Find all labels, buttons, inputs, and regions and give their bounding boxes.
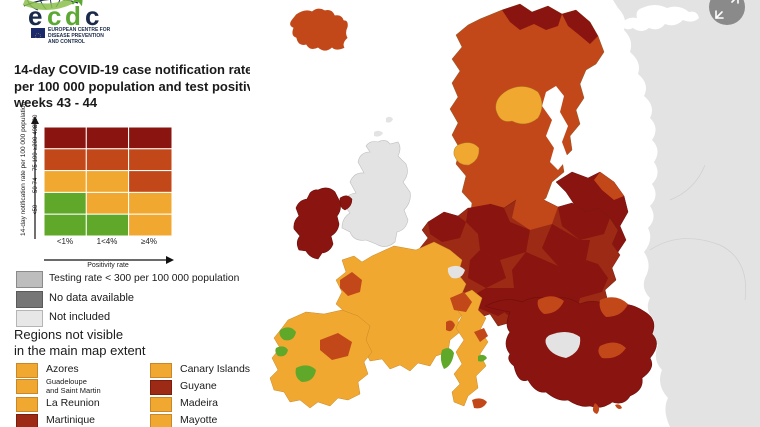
svg-text:e: e bbox=[28, 1, 42, 31]
